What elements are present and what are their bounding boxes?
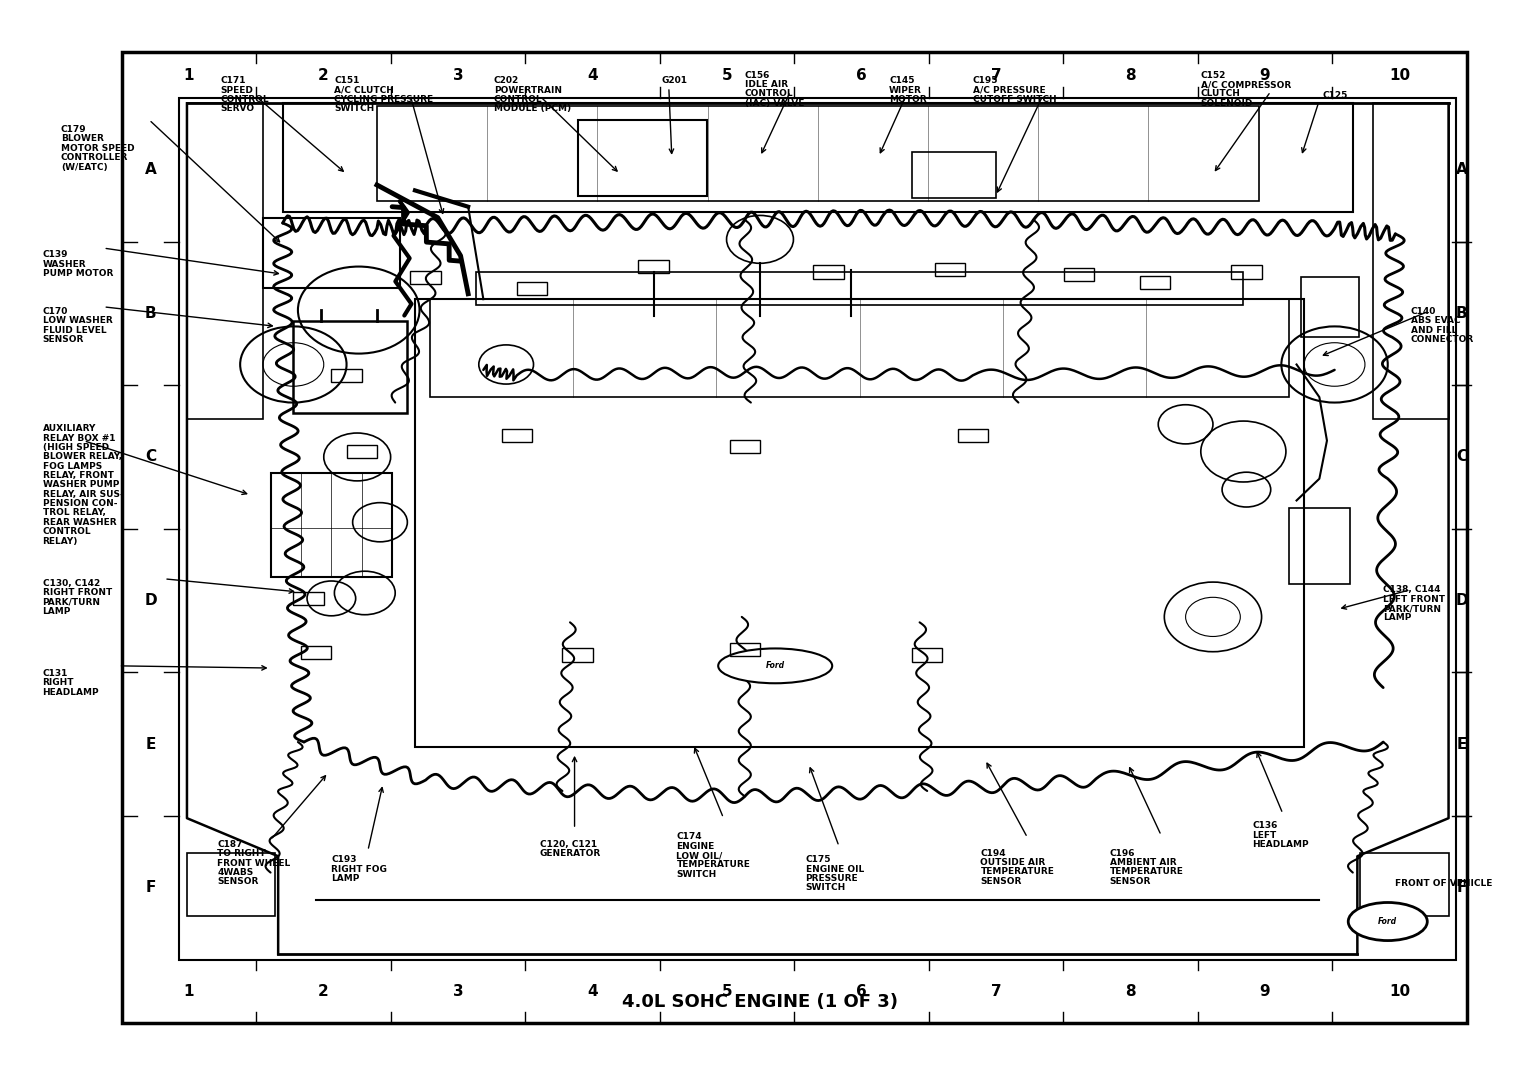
Bar <box>301 646 331 659</box>
Text: A: A <box>1456 162 1467 177</box>
Bar <box>476 272 1243 305</box>
Text: 1: 1 <box>184 67 195 83</box>
Text: AUXILIARY
RELAY BOX #1
(HIGH SPEED
BLOWER RELAY,
FOG LAMPS
RELAY, FRONT
WASHER P: AUXILIARY RELAY BOX #1 (HIGH SPEED BLOWE… <box>43 424 123 545</box>
Text: B: B <box>1456 306 1467 321</box>
Bar <box>912 648 942 662</box>
Bar <box>730 440 760 453</box>
Text: Ford: Ford <box>766 662 784 670</box>
Bar <box>410 271 441 284</box>
Bar <box>935 263 965 276</box>
Text: C170
LOW WASHER
FLUID LEVEL
SENSOR: C170 LOW WASHER FLUID LEVEL SENSOR <box>43 307 112 344</box>
Text: C171
SPEED
CONTROL
SERVO: C171 SPEED CONTROL SERVO <box>220 76 269 113</box>
Text: A: A <box>144 162 157 177</box>
Bar <box>187 103 263 419</box>
Text: C193
RIGHT FOG
LAMP: C193 RIGHT FOG LAMP <box>331 855 388 882</box>
Text: 6: 6 <box>856 984 866 999</box>
Text: C125: C125 <box>1322 91 1348 100</box>
Text: C175
ENGINE OIL
PRESSURE
SWITCH: C175 ENGINE OIL PRESSURE SWITCH <box>806 855 863 892</box>
Text: C139
WASHER
PUMP MOTOR: C139 WASHER PUMP MOTOR <box>43 250 112 277</box>
Text: G201: G201 <box>661 76 687 85</box>
Text: 4: 4 <box>587 984 597 999</box>
Text: D: D <box>144 593 157 608</box>
Bar <box>377 106 1259 201</box>
Text: F: F <box>146 880 155 895</box>
Text: C120, C121
GENERATOR: C120, C121 GENERATOR <box>540 840 600 858</box>
Bar <box>517 282 547 295</box>
Text: C194
OUTSIDE AIR
TEMPERATURE
SENSOR: C194 OUTSIDE AIR TEMPERATURE SENSOR <box>980 849 1055 886</box>
Text: 4: 4 <box>587 67 597 83</box>
Bar <box>122 52 1467 1023</box>
Text: FRONT OF VEHICLE: FRONT OF VEHICLE <box>1395 879 1493 888</box>
Text: C: C <box>144 449 157 465</box>
Text: C156
IDLE AIR
CONTROL
(IAC) VALVE: C156 IDLE AIR CONTROL (IAC) VALVE <box>745 71 804 108</box>
Bar <box>1064 268 1094 281</box>
Bar <box>730 643 760 656</box>
Text: C151
A/C CLUTCH
CYCLING PRESSURE
SWITCH: C151 A/C CLUTCH CYCLING PRESSURE SWITCH <box>334 76 433 113</box>
Text: C152
A/C COMPRESSOR
CLUTCH
SOLENOID: C152 A/C COMPRESSOR CLUTCH SOLENOID <box>1201 71 1290 108</box>
Text: 2: 2 <box>318 984 328 999</box>
Bar <box>263 218 400 288</box>
Bar <box>1360 853 1449 916</box>
Bar <box>1231 265 1262 279</box>
Bar <box>187 853 275 916</box>
Bar <box>813 265 844 279</box>
Text: 5: 5 <box>722 67 733 83</box>
Text: C: C <box>1456 449 1467 465</box>
Text: C130, C142
RIGHT FRONT
PARK/TURN
LAMP: C130, C142 RIGHT FRONT PARK/TURN LAMP <box>43 579 112 616</box>
Ellipse shape <box>1348 903 1427 940</box>
Bar <box>347 445 377 458</box>
Bar <box>293 321 407 413</box>
Text: D: D <box>1455 593 1468 608</box>
Text: F: F <box>1456 880 1467 895</box>
Text: 6: 6 <box>856 67 866 83</box>
Text: 7: 7 <box>991 984 1002 999</box>
Ellipse shape <box>719 648 833 683</box>
Bar <box>1140 276 1170 289</box>
Bar <box>271 473 392 577</box>
Text: E: E <box>146 737 155 752</box>
Text: C140
ABS EVAC
AND FILL
CONNECTOR: C140 ABS EVAC AND FILL CONNECTOR <box>1411 307 1474 344</box>
Text: Ford: Ford <box>1379 917 1397 926</box>
Text: B: B <box>144 306 157 321</box>
Text: C195
A/C PRESSURE
CUTOFF SWITCH: C195 A/C PRESSURE CUTOFF SWITCH <box>973 76 1056 103</box>
Bar <box>179 98 1456 960</box>
Bar <box>1301 277 1359 337</box>
Bar <box>912 152 996 198</box>
Text: 3: 3 <box>453 984 464 999</box>
Text: 10: 10 <box>1389 984 1411 999</box>
Text: E: E <box>1456 737 1467 752</box>
Bar <box>283 103 1353 212</box>
Bar <box>415 299 1304 747</box>
Bar <box>958 429 988 442</box>
Text: C187
TO RIGHT
FRONT WHEEL
4WABS
SENSOR: C187 TO RIGHT FRONT WHEEL 4WABS SENSOR <box>217 840 290 887</box>
Text: C138, C144
LEFT FRONT
PARK/TURN
LAMP: C138, C144 LEFT FRONT PARK/TURN LAMP <box>1383 585 1446 622</box>
Text: C179
BLOWER
MOTOR SPEED
CONTROLLER
(W/EATC): C179 BLOWER MOTOR SPEED CONTROLLER (W/EA… <box>61 125 134 172</box>
Text: 3: 3 <box>453 67 464 83</box>
Text: C131
RIGHT
HEADLAMP: C131 RIGHT HEADLAMP <box>43 669 99 696</box>
Bar <box>1289 508 1350 584</box>
Text: 5: 5 <box>722 984 733 999</box>
Text: 8: 8 <box>1125 67 1135 83</box>
Text: 9: 9 <box>1260 67 1271 83</box>
Bar <box>502 429 532 442</box>
Text: C136
LEFT
HEADLAMP: C136 LEFT HEADLAMP <box>1252 821 1309 849</box>
Text: 4.0L SOHC ENGINE (1 OF 3): 4.0L SOHC ENGINE (1 OF 3) <box>622 993 898 1011</box>
Text: 2: 2 <box>318 67 328 83</box>
Text: 10: 10 <box>1389 67 1411 83</box>
Text: 1: 1 <box>184 984 195 999</box>
Bar <box>331 369 362 382</box>
Bar <box>562 648 593 662</box>
Bar <box>430 299 1289 397</box>
Text: C145
WIPER
MOTOR: C145 WIPER MOTOR <box>889 76 927 103</box>
Text: C196
AMBIENT AIR
TEMPERATURE
SENSOR: C196 AMBIENT AIR TEMPERATURE SENSOR <box>1110 849 1184 886</box>
Bar <box>638 260 669 273</box>
Text: C174
ENGINE
LOW OIL/
TEMPERATURE
SWITCH: C174 ENGINE LOW OIL/ TEMPERATURE SWITCH <box>676 832 751 879</box>
Bar <box>1373 103 1449 419</box>
Text: 7: 7 <box>991 67 1002 83</box>
Bar <box>293 592 324 605</box>
Bar <box>578 120 707 196</box>
Text: 8: 8 <box>1125 984 1135 999</box>
Text: C202
POWERTRAIN
CONTROL
MODULE (PCM): C202 POWERTRAIN CONTROL MODULE (PCM) <box>494 76 572 113</box>
Text: 9: 9 <box>1260 984 1271 999</box>
